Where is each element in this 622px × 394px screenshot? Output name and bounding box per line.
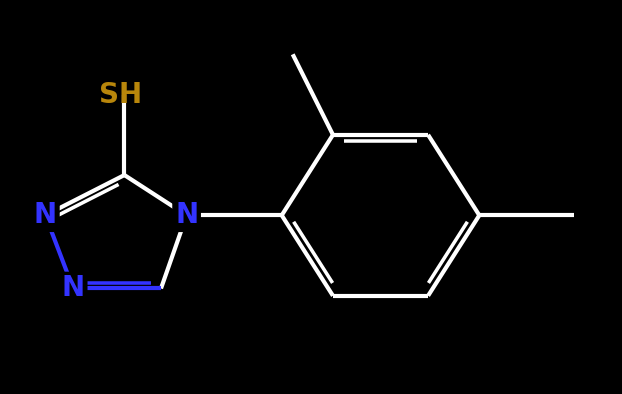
Text: N: N (175, 201, 198, 229)
Text: N: N (34, 201, 57, 229)
Text: SH: SH (99, 80, 142, 109)
Text: N: N (62, 275, 85, 303)
